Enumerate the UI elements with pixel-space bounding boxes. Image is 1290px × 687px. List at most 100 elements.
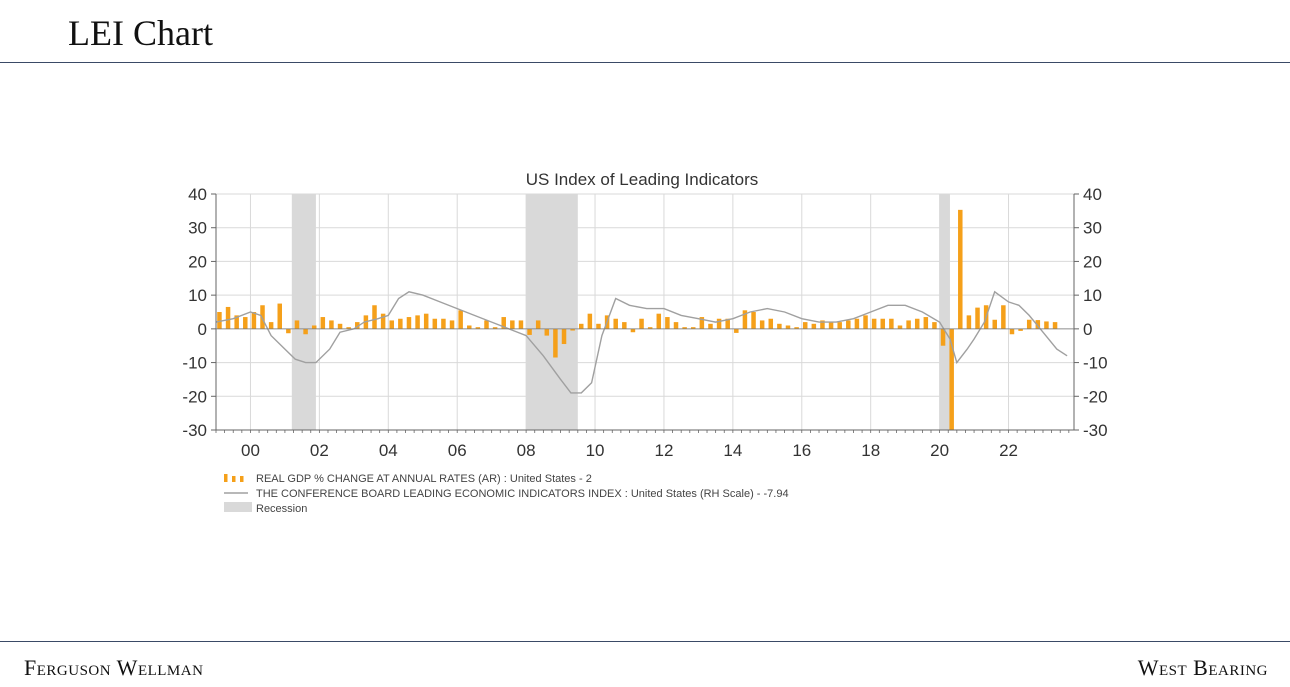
x-axis-labels: 00 02 04 06 08 10 12 14 16 18 20 22 [241, 441, 1018, 460]
gdp-bar [432, 318, 438, 329]
y-left-tick-label: 40 [188, 185, 207, 204]
page-title: LEI Chart [68, 13, 213, 53]
gdp-bar [596, 323, 601, 329]
gdp-bar [1044, 321, 1049, 329]
gdp-bar [225, 306, 231, 329]
gdp-bar [794, 327, 799, 329]
x-tick-label: 00 [241, 441, 260, 460]
gdp-bar [777, 323, 782, 329]
gdp-bar [337, 323, 343, 329]
y-left-tick-label: -30 [182, 421, 207, 440]
gdp-bar [759, 320, 765, 329]
gdp-bar [802, 322, 808, 329]
y-axis-right-labels: 40 30 20 10 0 -10 -20 -30 [1083, 185, 1108, 440]
y-left-tick-label: -20 [182, 387, 207, 406]
gdp-bar [725, 318, 730, 329]
gdp-bar [510, 320, 515, 329]
gdp-bar [975, 307, 980, 329]
recession-band [291, 194, 316, 430]
gdp-bar [380, 313, 386, 329]
gdp-bar [785, 325, 791, 329]
gdp-bar [535, 320, 541, 329]
legend-bar-swatch [240, 476, 244, 482]
legend-bar-swatch [224, 474, 228, 482]
gdp-bar [587, 313, 593, 329]
lei-chart: US Index of Leading Indicators 40 30 20 10 0… [182, 170, 1108, 515]
gdp-bar [492, 327, 498, 329]
gdp-bar [217, 312, 222, 329]
x-tick-label: 14 [723, 441, 742, 460]
y-right-tick-label: 20 [1083, 252, 1102, 271]
gdp-bar [561, 328, 567, 345]
gdp-bar [458, 310, 463, 329]
gdp-bar [837, 322, 842, 329]
gdp-bar [441, 318, 446, 329]
gdp-bar [518, 320, 524, 329]
y-right-tick-label: -20 [1083, 387, 1108, 406]
y-left-tick-label: 30 [188, 219, 207, 238]
gdp-bar [906, 320, 911, 329]
gdp-bar [372, 305, 377, 329]
gdp-bar [932, 322, 937, 329]
gdp-bar [251, 312, 257, 329]
gdp-bar [914, 318, 920, 329]
y-left-tick-label: 0 [198, 320, 207, 339]
gdp-bar [398, 318, 403, 329]
y-right-tick-label: -30 [1083, 421, 1108, 440]
gdp-bar [768, 318, 774, 329]
gdp-bar [863, 315, 868, 329]
gdp-bar [690, 327, 696, 329]
gdp-bar [639, 318, 644, 329]
gdp-bar [958, 209, 963, 329]
gdp-bar [355, 322, 360, 329]
gdp-bar [484, 320, 489, 329]
gdp-bar [389, 320, 394, 329]
gdp-bar [673, 322, 679, 329]
gdp-bar [467, 325, 472, 329]
gdp-bar [846, 320, 851, 329]
x-tick-label: 06 [448, 441, 467, 460]
gdp-bar [553, 328, 558, 358]
gdp-bar [1001, 305, 1006, 329]
gdp-bar [647, 327, 653, 329]
gdp-bar [544, 328, 550, 336]
gdp-bar [294, 320, 300, 329]
gdp-bar [992, 319, 997, 329]
x-tick-label: 10 [586, 441, 605, 460]
y-right-tick-label: 0 [1083, 320, 1092, 339]
recession-band [939, 194, 950, 430]
footer-divider [0, 641, 1290, 642]
gdp-bar [1052, 322, 1058, 329]
gdp-bar [329, 320, 334, 329]
lei-series-line [215, 290, 1068, 394]
x-tick-label: 12 [654, 441, 673, 460]
gdp-bar [854, 318, 860, 329]
gdp-bar [234, 315, 239, 329]
gdp-bar [742, 310, 748, 329]
gdp-bar [1026, 319, 1032, 329]
y-right-tick-label: 40 [1083, 185, 1102, 204]
gdp-bar [1018, 328, 1023, 331]
x-tick-label: 04 [379, 441, 398, 460]
y-right-tick-label: 10 [1083, 286, 1102, 305]
x-tick-label: 02 [310, 441, 329, 460]
legend-bar-swatch [232, 476, 236, 482]
axes [211, 193, 1079, 433]
y-axis-left-labels: 40 30 20 10 0 -10 -20 -30 [182, 185, 207, 440]
gdp-bar [303, 328, 308, 335]
y-right-tick-label: 30 [1083, 219, 1102, 238]
gdp-bar [243, 317, 248, 329]
gdp-bar [820, 320, 825, 329]
header-divider [0, 62, 1290, 63]
gdp-bar [682, 327, 687, 329]
y-right-tick-label: -10 [1083, 354, 1108, 373]
gdp-bar [871, 318, 877, 329]
gdp-bar [286, 328, 291, 334]
gdp-bar [1035, 320, 1041, 329]
x-tick-label: 20 [930, 441, 949, 460]
x-tick-label: 18 [861, 441, 880, 460]
y-left-tick-label: 20 [188, 252, 207, 271]
gdp-bar [268, 322, 274, 329]
gdp-bar [449, 320, 455, 329]
chart-title: US Index of Leading Indicators [526, 170, 758, 189]
